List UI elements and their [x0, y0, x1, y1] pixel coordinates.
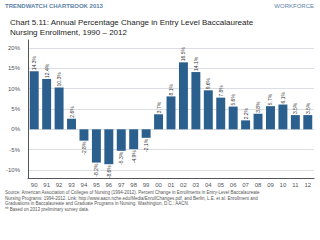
svg-text:96: 96	[105, 182, 112, 188]
svg-text:8.1%: 8.1%	[168, 83, 174, 95]
svg-text:WORKFORCE: WORKFORCE	[274, 3, 314, 9]
svg-text:05: 05	[217, 182, 224, 188]
svg-text:2.2%: 2.2%	[243, 107, 249, 119]
svg-text:07: 07	[242, 182, 249, 188]
svg-text:-5.3%: -5.3%	[118, 151, 124, 165]
svg-text:3.5%: 3.5%	[305, 102, 311, 114]
svg-text:2.6%: 2.6%	[69, 106, 75, 118]
svg-text:01: 01	[168, 182, 175, 188]
svg-text:-4.9%: -4.9%	[131, 150, 137, 164]
svg-text:08: 08	[255, 182, 262, 188]
svg-text:12.4%: 12.4%	[44, 63, 50, 78]
svg-text:12: 12	[304, 182, 311, 188]
svg-text:TRENDWATCH CHARTBOOK 2013: TRENDWATCH CHARTBOOK 2013	[5, 3, 104, 9]
svg-text:95: 95	[93, 182, 100, 188]
svg-text:-10%: -10%	[6, 167, 21, 173]
svg-text:7.8%: 7.8%	[218, 85, 224, 97]
svg-text:Nursing Programs: 1994-2012. L: Nursing Programs: 1994-2012. Link: http:…	[5, 196, 258, 201]
svg-text:99: 99	[143, 182, 150, 188]
svg-text:5.6%: 5.6%	[230, 94, 236, 106]
svg-text:Graduations in Baccalaureate a: Graduations in Baccalaureate and Graduat…	[5, 201, 189, 206]
svg-text:00: 00	[155, 182, 162, 188]
svg-text:Nursing Enrollment, 1990 – 201: Nursing Enrollment, 1990 – 2012	[10, 28, 128, 37]
svg-text:9.6%: 9.6%	[205, 77, 211, 89]
svg-text:97: 97	[118, 182, 125, 188]
svg-text:0%: 0%	[11, 126, 20, 132]
svg-text:14.1%: 14.1%	[193, 56, 199, 71]
svg-text:90: 90	[31, 182, 38, 188]
svg-text:93: 93	[68, 182, 75, 188]
svg-text:15%: 15%	[8, 65, 21, 71]
svg-text:14.3%: 14.3%	[31, 56, 37, 71]
svg-text:94: 94	[81, 182, 88, 188]
svg-text:06: 06	[230, 182, 237, 188]
svg-text:92: 92	[56, 182, 63, 188]
svg-text:10%: 10%	[8, 86, 21, 92]
svg-text:03: 03	[193, 182, 200, 188]
svg-text:91: 91	[43, 182, 50, 188]
svg-text:** Based on 2013 preliminary s: ** Based on 2013 preliminary survey data…	[5, 207, 89, 212]
svg-text:-5%: -5%	[9, 147, 20, 153]
svg-text:10.3%: 10.3%	[56, 72, 62, 87]
svg-text:6.1%: 6.1%	[280, 92, 286, 104]
svg-text:04: 04	[205, 182, 212, 188]
svg-text:09: 09	[267, 182, 274, 188]
svg-text:10: 10	[280, 182, 287, 188]
svg-text:98: 98	[130, 182, 137, 188]
svg-text:Source: American Association o: Source: American Association of Colleges…	[5, 190, 260, 195]
svg-text:3.5%: 3.5%	[292, 102, 298, 114]
svg-text:-8.2%: -8.2%	[93, 163, 99, 177]
svg-text:5.7%: 5.7%	[267, 93, 273, 105]
svg-text:3.7%: 3.7%	[156, 101, 162, 113]
svg-text:02: 02	[180, 182, 187, 188]
svg-text:-2.1%: -2.1%	[143, 138, 149, 152]
svg-text:11: 11	[292, 182, 299, 188]
svg-text:20%: 20%	[8, 45, 21, 51]
svg-text:16.5%: 16.5%	[180, 47, 186, 62]
svg-text:5%: 5%	[11, 106, 20, 112]
svg-text:Chart 5.11: Annual Percentage: Chart 5.11: Annual Percentage Change in …	[10, 18, 254, 27]
svg-text:3.8%: 3.8%	[255, 101, 261, 113]
svg-text:-2.8%: -2.8%	[81, 141, 87, 155]
svg-text:-8.6%: -8.6%	[106, 165, 112, 179]
